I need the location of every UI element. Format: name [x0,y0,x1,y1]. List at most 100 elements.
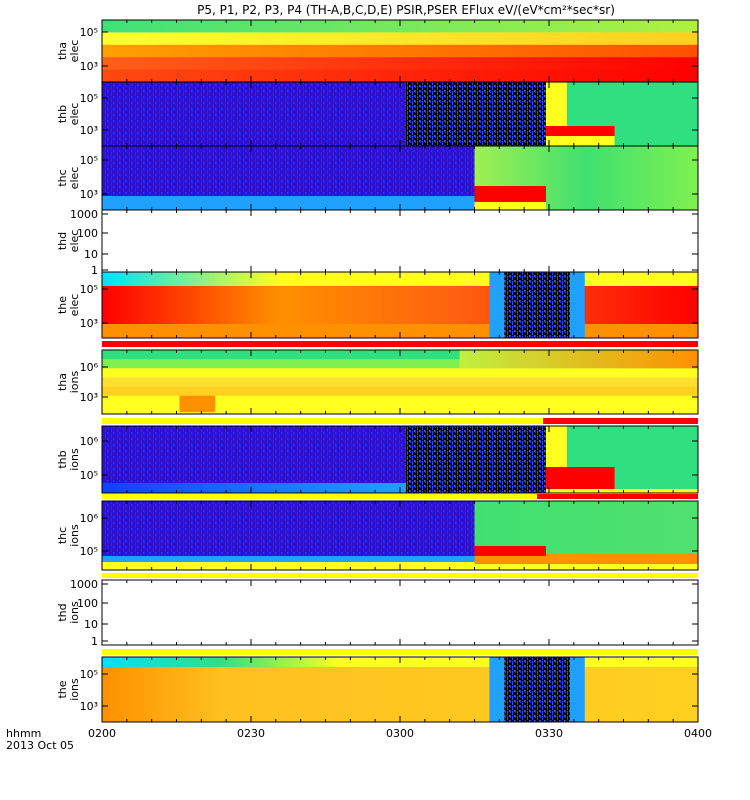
flag-segment [102,418,544,424]
y-tick-label: 10⁵ [80,92,98,105]
time-axis: 0200 0230 0300 0330 0400 [88,727,712,740]
flag-segment [102,494,538,499]
y-tick-label: 10³ [80,700,98,713]
spectrogram-cell [474,564,698,570]
panel-frame [101,209,699,273]
spectrogram-cell [102,146,475,196]
spectrogram-cell [474,186,547,202]
panel-tha-ions: 10⁶ 10³ tha ions [56,349,699,415]
spectrogram-cell [102,196,475,210]
x-tick-label: 0330 [535,727,563,740]
x-tick-label: 0300 [386,727,414,740]
y-tick-label: 10⁵ [80,545,98,558]
spectrogram-cell [546,126,615,136]
panel-label-species: ions [68,601,81,624]
y-tick-label: 1000 [70,208,98,221]
x-tick-label: 0200 [88,727,116,740]
spectrogram-cell [546,82,567,126]
y-tick-label: 10³ [80,124,98,137]
panel-label-probe: thc [56,527,69,544]
spectrogram-cell [102,426,406,493]
y-tick-label: 10⁶ [80,361,99,374]
y-tick-label: 10³ [80,317,98,330]
flag-segment [537,494,698,499]
spectrogram-cell [102,667,698,722]
panel-label-probe: thd [56,603,69,621]
y-tick-label: 1 [91,635,98,648]
y-tick-label: 1000 [70,578,98,591]
spectrogram-cell [102,82,406,146]
spectrogram-cell [102,377,698,388]
quality-flag-bar [102,341,698,347]
panel-thb-ions: 10⁶ 10⁵ thb ions [56,425,699,494]
x-axis-label-line2: 2013 Oct 05 [6,739,74,752]
flag-segment [102,341,698,347]
spectrogram-cell [102,501,475,556]
panel-label-probe: tha [56,42,69,60]
spectrogram-cell [102,32,698,46]
panel-label-species: ions [68,524,81,547]
y-tick-label: 10⁵ [80,469,98,482]
panel-label-probe: the [56,680,69,698]
x-tick-label: 0400 [684,727,712,740]
quality-flag-bar [102,573,698,578]
y-tick-label: 10³ [80,188,98,201]
flag-segment [102,649,698,655]
x-axis-label-line1: hhmm [6,727,41,740]
panel-label-species: elec [68,294,81,317]
panel-tha-elec: 10⁵ 10³ tha elec [56,19,699,83]
y-tick-label: 10⁶ [80,435,99,448]
spectrogram-cell [459,350,698,369]
spectrogram-cell [102,368,698,378]
panel-label-species: ions [68,370,81,393]
spectrogram-cell [102,44,698,58]
spectrogram-cell [102,395,698,406]
panel-label-species: ions [68,678,81,701]
y-tick-label: 100 [77,227,98,240]
spectrogram-cell [504,657,570,722]
spectrogram-cell [546,426,567,467]
panel-label-probe: thd [56,232,69,250]
spectrogram-cell [102,556,475,562]
panel-label-species: ions [68,448,81,471]
y-tick-label: 10 [84,618,98,631]
panel-thc-ions: 10⁶ 10⁵ thc ions [56,500,699,571]
y-tick-label: 10³ [80,60,98,73]
spectrogram-cell [102,57,698,71]
panel-label-probe: thb [56,105,69,123]
panel-the-elec: 10⁵ 10³ the elec [56,271,699,339]
panel-thc-elec: 10⁵ 10³ thc elec [56,145,699,211]
panel-label-species: elec [68,230,81,253]
y-tick-label: 100 [77,597,98,610]
spectrogram-cell [102,562,475,570]
spectrogram-cell [474,546,547,556]
panel-label-species: elec [68,40,81,63]
flag-segment [102,573,698,578]
y-tick-label: 10³ [80,391,98,404]
spectrogram-cell [546,467,615,489]
y-tick-label: 10 [84,248,98,261]
y-tick-label: 10⁵ [80,26,98,39]
spectrogram-cell [102,483,406,493]
spectrogram-cell [546,136,615,146]
spectrogram-cell [474,554,698,564]
y-tick-label: 10⁵ [80,154,98,167]
spectrogram-cell [405,426,547,493]
panel-label-probe: the [56,296,69,314]
panel-frame [101,579,699,646]
panel-thb-elec: 10⁵ 10³ thb elec [56,81,699,147]
spectrogram-cell [102,359,698,369]
y-tick-label: 10⁵ [80,283,98,296]
spectrogram-cell [102,386,698,397]
panel-label-probe: tha [56,373,69,391]
panel-thd-elec: 1000 100 10 1 thd elec [56,208,699,277]
y-tick-label: 10⁶ [80,512,99,525]
quality-flag-bar [102,418,698,424]
spectrogram-cell [474,202,547,210]
panel-label-probe: thb [56,450,69,468]
quality-flag-bar [102,494,698,499]
y-tick-label: 10⁵ [80,668,98,681]
spectrogram-cell [102,286,698,324]
